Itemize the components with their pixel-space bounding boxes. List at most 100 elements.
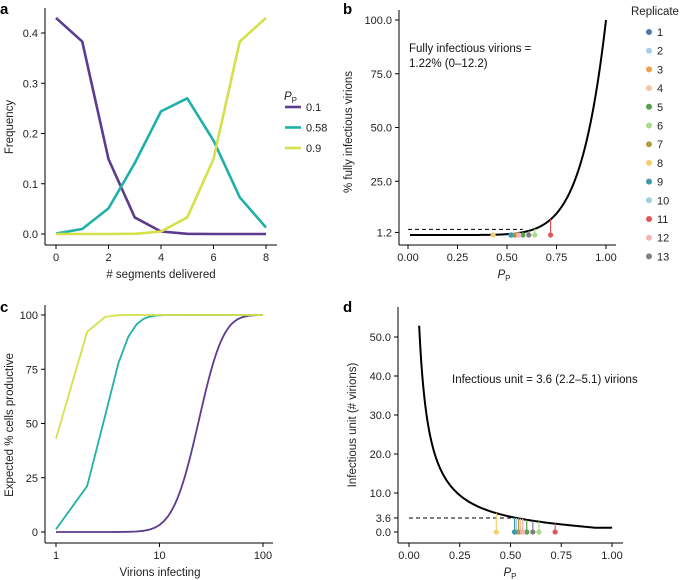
y-tick-label: 25: [26, 473, 38, 485]
x-tick-label: 0.25: [449, 550, 470, 562]
replicate-legend-dot-2: [646, 47, 652, 54]
y-tick-label: 1.2: [377, 227, 392, 239]
replicate-legend-dot-6: [646, 122, 652, 129]
legend-label-0.58: 0.58: [306, 123, 327, 135]
replicate-legend-label-1: 1: [657, 27, 663, 39]
replicate-legend-label-2: 2: [657, 46, 663, 58]
y-tick-label: 0.3: [23, 78, 38, 90]
y-tick-label: 10.0: [370, 488, 391, 500]
annotation-line-2: 1.22% (0–12.2): [409, 58, 488, 70]
x-axis-label: PP: [497, 269, 510, 283]
replicate-legend-dot-8: [646, 159, 652, 166]
y-axis-label: Frequency: [4, 100, 16, 155]
replicate-legend-label-3: 3: [657, 64, 663, 76]
panel-label-b: b: [343, 1, 352, 18]
x-tick-label: 0.25: [447, 252, 468, 264]
x-tick-label: 0.50: [500, 550, 521, 562]
replicate-point-12: [516, 232, 522, 238]
y-axis-label: Infectious unit (# virions): [347, 363, 359, 488]
panel-a: Frequency # segments delivered 0 2 4 6 8 0.0 0…: [4, 8, 327, 281]
replicate-point-8: [490, 232, 496, 238]
panel-label-d: d: [343, 299, 352, 316]
y-tick-label: 25.0: [371, 176, 392, 188]
replicate-legend-label-10: 10: [657, 195, 669, 207]
replicate-point-13: [526, 232, 532, 238]
x-tick-label: 6: [210, 252, 216, 264]
annotation-line-1: Fully infectious virions =: [409, 43, 532, 55]
replicate-point-8: [493, 529, 499, 535]
y-tick-label: 75: [26, 364, 38, 376]
replicate-point-5: [524, 529, 530, 535]
y-tick-label: 50: [26, 419, 38, 431]
x-tick-label: 1.00: [595, 252, 616, 264]
replicate-legend-label-6: 6: [657, 121, 663, 133]
x-tick-label: 0.75: [546, 252, 567, 264]
series-line-0.58: [55, 314, 264, 530]
y-tick-label: 0: [32, 527, 38, 539]
replicate-point-9: [511, 529, 518, 535]
replicate-point-6: [532, 232, 538, 238]
replicate-legend-dot-12: [646, 234, 652, 241]
series-line-0.1: [55, 16, 266, 236]
replicate-point-5: [520, 232, 526, 238]
replicate-legend-dot-10: [646, 197, 652, 204]
x-tick-label: 0.00: [398, 550, 419, 562]
replicate-legend-dot-3: [646, 66, 652, 73]
replicate-legend-label-7: 7: [657, 139, 663, 151]
series-line-0.9: [56, 16, 267, 236]
replicate-point-11: [552, 529, 558, 535]
replicate-legend-label-5: 5: [657, 102, 663, 114]
replicate-legend-dot-4: [646, 85, 652, 92]
y-tick-label: 75.0: [371, 69, 392, 81]
replicate-legend-dot-9: [646, 178, 652, 185]
replicate-legend-title: Replicate: [631, 6, 679, 18]
replicate-point-9: [508, 232, 514, 238]
series-line-0.1: [56, 314, 264, 533]
y-tick-label: 50.0: [370, 332, 391, 344]
curve-fully-infectious: [409, 19, 607, 236]
y-tick-label: 0.4: [23, 28, 38, 40]
y-tick-label: 100.0: [364, 15, 392, 27]
replicate-legend-label-11: 11: [657, 214, 668, 226]
x-axis-label: # segments delivered: [106, 269, 215, 281]
y-tick-label: 50.0: [371, 123, 392, 135]
y-tick-label: 3.6: [376, 513, 391, 525]
x-axis-label: Virions infecting: [120, 567, 201, 579]
replicate-legend-label-9: 9: [657, 177, 663, 189]
legend-label-0.9: 0.9: [306, 143, 321, 155]
replicate-legend-dot-7: [646, 141, 652, 148]
x-tick-label: 10: [153, 550, 165, 562]
replicate-legend-dot-5: [646, 103, 652, 110]
x-tick-label: 0.75: [551, 550, 572, 562]
annotation: Infectious unit = 3.6 (2.2–5.1) virions: [452, 374, 638, 386]
legend-title: PP: [284, 91, 297, 105]
y-axis-label: Expected % cells productive: [4, 353, 16, 497]
y-tick-label: 0.0: [376, 527, 391, 539]
y-axis-label: % fully infectious virions: [343, 71, 355, 193]
replicate-point-7: [516, 529, 522, 535]
legend: PP 0.1 0.58 0.9: [284, 91, 327, 155]
y-tick-label: 20.0: [370, 449, 391, 461]
series-line-0.58: [55, 97, 267, 235]
x-axis-label: PP: [503, 567, 516, 580]
replicate-legend-label-4: 4: [657, 83, 663, 95]
panel-d: Infectious unit (# virions) PP Infectiou…: [347, 307, 638, 580]
y-tick-label: 0.2: [23, 129, 38, 141]
replicate-point-12: [520, 529, 526, 535]
y-tick-label: 30.0: [370, 410, 391, 422]
x-tick-label: 1: [53, 550, 59, 562]
replicate-legend-dot-11: [646, 216, 652, 222]
x-tick-label: 0.00: [397, 252, 418, 264]
replicate-legend-label-13: 13: [657, 251, 669, 263]
x-tick-label: 1.00: [601, 550, 622, 562]
x-tick-label: 4: [158, 252, 164, 264]
panel-label-a: a: [0, 1, 9, 18]
x-tick-label: 0.50: [496, 252, 517, 264]
y-tick-label: 0.1: [23, 179, 38, 191]
curve-infectious-unit: [418, 325, 613, 529]
replicate-point-13: [530, 529, 536, 535]
replicate-legend-dot-1: [646, 29, 652, 35]
series-line-0.9: [55, 314, 264, 439]
